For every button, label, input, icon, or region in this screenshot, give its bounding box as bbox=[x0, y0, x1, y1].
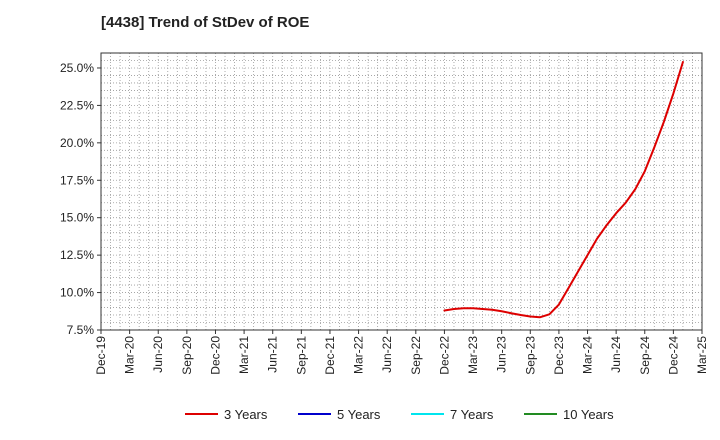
plot-frame bbox=[100, 52, 703, 331]
y-tick-label: 25.0% bbox=[60, 61, 94, 75]
x-tick-label: Dec-19 bbox=[94, 336, 108, 375]
x-tick-label: Sep-24 bbox=[638, 336, 652, 375]
series-lines bbox=[443, 60, 684, 319]
legend-label: 3 Years bbox=[224, 407, 268, 422]
y-tick-label: 7.5% bbox=[67, 323, 95, 337]
x-tick-label: Sep-20 bbox=[180, 336, 194, 375]
x-tick-label: Mar-22 bbox=[352, 336, 366, 374]
legend: 3 Years 5 Years 7 Years 10 Years bbox=[185, 407, 614, 422]
legend-label: 5 Years bbox=[337, 407, 381, 422]
x-tick-label: Sep-23 bbox=[523, 336, 537, 375]
x-tick-label: Mar-24 bbox=[581, 336, 595, 374]
x-tick-label: Dec-21 bbox=[323, 336, 337, 375]
legend-label: 7 Years bbox=[450, 407, 494, 422]
x-tick-label: Dec-24 bbox=[666, 336, 680, 375]
chart-title: [4438] Trend of StDev of ROE bbox=[101, 14, 310, 31]
x-tick-label: Mar-20 bbox=[123, 336, 137, 374]
x-tick-label: Jun-24 bbox=[609, 336, 623, 373]
legend-label: 10 Years bbox=[563, 407, 614, 422]
y-tick-label: 12.5% bbox=[60, 248, 94, 262]
x-tick-label: Dec-20 bbox=[208, 336, 222, 375]
x-axis: Dec-19 Mar-20 Jun-20 Sep-20 Dec-20 Mar-21 Jun-… bbox=[94, 330, 709, 375]
x-tick-label: Mar-25 bbox=[695, 336, 709, 374]
y-tick-label: 17.5% bbox=[60, 173, 94, 187]
x-tick-label: Dec-23 bbox=[552, 336, 566, 375]
plot-background bbox=[101, 53, 702, 330]
x-tick-label: Jun-23 bbox=[495, 336, 509, 373]
series-line bbox=[443, 60, 684, 319]
x-tick-label: Jun-22 bbox=[380, 336, 394, 373]
y-axis: 7.5% 10.0% 12.5% 15.0% 17.5% 20.0% 22.5% 25.0% bbox=[60, 61, 101, 337]
x-tick-label: Jun-20 bbox=[151, 336, 165, 373]
x-tick-label: Jun-21 bbox=[266, 336, 280, 373]
y-tick-label: 10.0% bbox=[60, 286, 94, 300]
x-tick-label: Dec-22 bbox=[437, 336, 451, 375]
y-tick-label: 15.0% bbox=[60, 211, 94, 225]
x-tick-label: Mar-21 bbox=[237, 336, 251, 374]
y-tick-label: 22.5% bbox=[60, 98, 94, 112]
x-tick-label: Sep-21 bbox=[294, 336, 308, 375]
x-tick-label: Sep-22 bbox=[409, 336, 423, 375]
x-tick-label: Mar-23 bbox=[466, 336, 480, 374]
y-tick-label: 20.0% bbox=[60, 136, 94, 150]
